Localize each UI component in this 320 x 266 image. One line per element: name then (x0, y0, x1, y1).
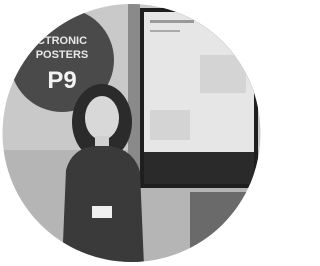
poster-line (150, 30, 180, 32)
stand (190, 192, 250, 266)
poster-line (150, 20, 194, 23)
poster-figure (200, 55, 246, 93)
page: CTRONIC POSTERS P9 (() => { const data =… (0, 0, 263, 266)
poster-figure (150, 110, 190, 140)
photo-content: CTRONIC POSTERS P9 (0, 0, 263, 266)
face (85, 96, 119, 140)
badge (92, 206, 112, 218)
sign-text: POSTERS (36, 49, 89, 61)
photo: CTRONIC POSTERS P9 (0, 0, 263, 266)
screen-footer (144, 152, 254, 184)
sign-code: P9 (47, 67, 76, 94)
sign-text: CTRONIC (37, 35, 87, 47)
